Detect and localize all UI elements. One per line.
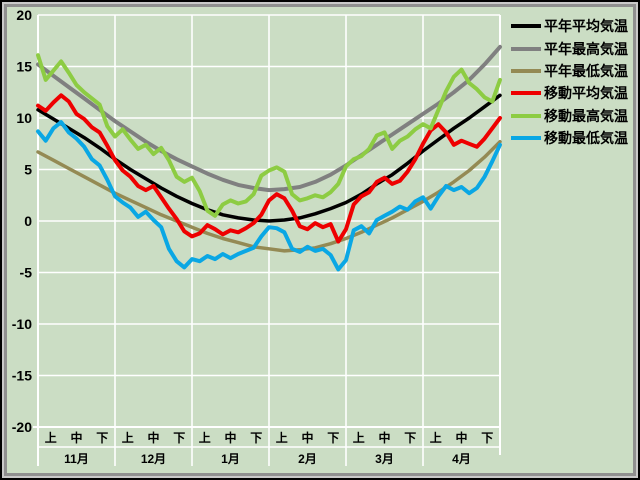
legend-label: 平年最高気温 bbox=[544, 40, 628, 57]
legend-label: 移動最低気温 bbox=[544, 130, 628, 147]
y-axis-tick-label: 20 bbox=[16, 7, 32, 23]
month-tick-label: 3月 bbox=[375, 452, 394, 466]
legend-label: 移動平均気温 bbox=[544, 85, 628, 102]
legend-label: 平年最低気温 bbox=[544, 62, 628, 79]
legend-item-moving-mean: 移動平均気温 bbox=[511, 82, 628, 104]
period-tick-label: 中 bbox=[70, 430, 82, 445]
period-tick-label: 中 bbox=[224, 430, 236, 445]
period-tick-label: 上 bbox=[122, 430, 134, 445]
month-tick-label: 2月 bbox=[298, 452, 317, 466]
legend-label: 移動最高気温 bbox=[544, 107, 628, 124]
legend-item-normal-mean: 平年平均気温 bbox=[511, 15, 628, 37]
period-tick-label: 上 bbox=[430, 430, 442, 445]
legend-line-swatch bbox=[511, 24, 541, 29]
y-axis-tick-label: 10 bbox=[16, 110, 32, 126]
legend-label: 平年平均気温 bbox=[544, 18, 628, 35]
chart-legend: 平年平均気温 平年最高気温 平年最低気温 移動平均気温 移動最高気温 移動最低気… bbox=[511, 15, 628, 149]
period-tick-label: 中 bbox=[378, 430, 390, 445]
series-moving-max bbox=[36, 53, 502, 218]
month-tick-label: 1月 bbox=[221, 452, 240, 466]
series-moving-mean bbox=[36, 93, 502, 244]
series-moving-min bbox=[36, 120, 502, 272]
series-normal-max bbox=[36, 44, 502, 193]
period-tick-label: 上 bbox=[45, 430, 57, 445]
period-tick-label: 下 bbox=[173, 431, 185, 445]
y-axis-tick-label: 15 bbox=[16, 59, 32, 75]
period-tick-label: 上 bbox=[276, 430, 288, 445]
period-tick-label: 上 bbox=[199, 430, 211, 445]
legend-item-moving-min: 移動最低気温 bbox=[511, 127, 628, 149]
legend-line-swatch bbox=[511, 91, 541, 96]
period-tick-label: 下 bbox=[96, 431, 108, 445]
legend-item-normal-max: 平年最高気温 bbox=[511, 37, 628, 59]
legend-item-moving-max: 移動最高気温 bbox=[511, 105, 628, 127]
y-axis-tick-label: 0 bbox=[24, 213, 32, 229]
y-axis-tick-label: -5 bbox=[20, 265, 33, 281]
period-tick-label: 中 bbox=[301, 430, 313, 445]
y-axis-tick-label: 5 bbox=[24, 162, 32, 178]
y-axis-tick-label: -10 bbox=[12, 316, 32, 332]
y-axis-tick-label: -15 bbox=[12, 368, 32, 384]
month-tick-label: 4月 bbox=[452, 452, 471, 466]
y-axis-tick-label: -20 bbox=[12, 419, 32, 435]
legend-line-swatch bbox=[511, 113, 541, 118]
month-tick-label: 12月 bbox=[141, 452, 166, 466]
legend-line-swatch bbox=[511, 68, 541, 73]
legend-line-swatch bbox=[511, 136, 541, 141]
month-tick-label: 11月 bbox=[64, 452, 89, 466]
period-tick-label: 中 bbox=[147, 430, 159, 445]
legend-line-swatch bbox=[511, 46, 541, 51]
legend-item-normal-min: 平年最低気温 bbox=[511, 60, 628, 82]
period-tick-label: 下 bbox=[250, 431, 262, 445]
period-tick-label: 下 bbox=[327, 431, 339, 445]
period-tick-label: 下 bbox=[404, 431, 416, 445]
period-tick-label: 上 bbox=[353, 430, 365, 445]
period-tick-label: 中 bbox=[455, 430, 467, 445]
period-tick-label: 下 bbox=[481, 431, 493, 445]
